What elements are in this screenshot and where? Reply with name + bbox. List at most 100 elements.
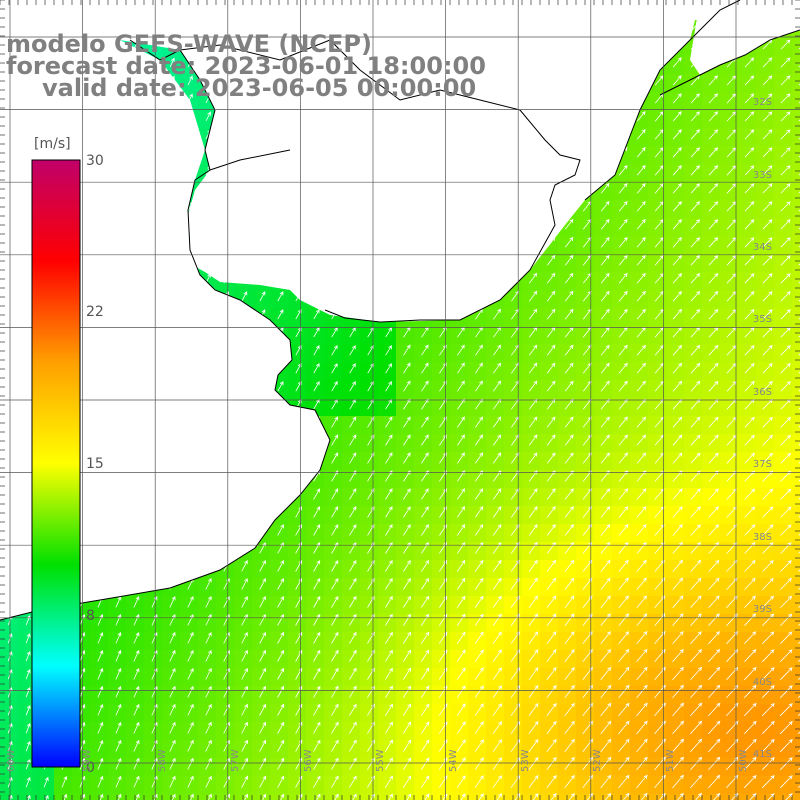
speed-cell bbox=[666, 92, 685, 111]
speed-cell bbox=[648, 146, 667, 165]
speed-cell bbox=[756, 344, 775, 363]
speed-cell bbox=[558, 344, 577, 363]
wind-arrow bbox=[223, 578, 230, 590]
wind-arrow bbox=[133, 757, 140, 770]
speed-cell bbox=[540, 416, 559, 435]
wind-arrow bbox=[636, 648, 648, 663]
wind-arrow bbox=[61, 775, 68, 788]
wind-arrow bbox=[546, 738, 557, 753]
speed-cell bbox=[540, 290, 559, 309]
speed-cell bbox=[594, 272, 613, 291]
speed-cell bbox=[396, 542, 415, 561]
wind-arrow bbox=[456, 739, 466, 752]
wind-arrow bbox=[171, 793, 176, 800]
wind-arrow bbox=[672, 111, 682, 122]
speed-cell bbox=[90, 668, 109, 687]
speed-cell bbox=[756, 542, 775, 561]
wind-arrow bbox=[708, 362, 719, 374]
wind-arrow bbox=[762, 577, 774, 590]
wind-arrow bbox=[528, 631, 539, 644]
wind-arrow bbox=[331, 560, 339, 572]
speed-cell bbox=[432, 344, 451, 363]
wind-arrow bbox=[492, 667, 502, 680]
wind-arrow bbox=[672, 129, 682, 140]
wind-arrow bbox=[115, 649, 122, 662]
wind-arrow bbox=[277, 613, 285, 626]
speed-cell bbox=[234, 722, 253, 741]
wind-arrow bbox=[762, 75, 773, 86]
speed-cell bbox=[486, 758, 505, 777]
wind-arrow bbox=[97, 685, 104, 698]
speed-cell bbox=[72, 776, 91, 795]
wind-arrow bbox=[384, 739, 393, 752]
wind-arrow bbox=[187, 649, 194, 662]
speed-cell bbox=[540, 650, 559, 669]
speed-cell bbox=[306, 524, 325, 543]
wind-arrow bbox=[528, 649, 539, 662]
speed-cell bbox=[414, 470, 433, 489]
speed-cell bbox=[360, 632, 379, 651]
wind-arrow bbox=[277, 291, 284, 302]
speed-cell bbox=[432, 416, 451, 435]
wind-arrow bbox=[564, 416, 574, 428]
wind-arrow bbox=[474, 631, 484, 644]
speed-cell bbox=[666, 524, 685, 543]
wind-arrow bbox=[762, 111, 773, 122]
speed-cell bbox=[504, 542, 523, 561]
speed-cell bbox=[666, 182, 685, 201]
speed-cell bbox=[306, 722, 325, 741]
wind-arrow bbox=[618, 380, 628, 392]
speed-cell bbox=[612, 326, 631, 345]
wind-arrow bbox=[528, 559, 538, 572]
speed-cell bbox=[774, 380, 793, 399]
wind-arrow bbox=[331, 721, 339, 734]
speed-cell bbox=[360, 470, 379, 489]
wind-arrow bbox=[744, 666, 757, 681]
speed-cell bbox=[504, 488, 523, 507]
speed-cell bbox=[486, 632, 505, 651]
speed-cell bbox=[576, 632, 595, 651]
wind-arrow bbox=[26, 794, 31, 800]
speed-cell bbox=[144, 668, 163, 687]
speed-cell bbox=[648, 92, 667, 111]
wind-arrow bbox=[672, 75, 682, 86]
wind-arrow bbox=[295, 757, 303, 770]
wind-arrow bbox=[25, 722, 31, 734]
speed-cell bbox=[432, 488, 451, 507]
wind-arrow bbox=[672, 702, 685, 717]
wind-arrow bbox=[313, 309, 320, 320]
wind-arrow bbox=[385, 703, 393, 716]
speed-cell bbox=[756, 182, 775, 201]
wind-arrow bbox=[762, 559, 774, 572]
wind-arrow bbox=[618, 452, 629, 464]
speed-cell bbox=[702, 578, 721, 597]
speed-cell bbox=[360, 488, 379, 507]
wind-arrow bbox=[564, 738, 575, 753]
wind-arrow bbox=[528, 613, 539, 626]
speed-cell bbox=[648, 182, 667, 201]
wind-arrow bbox=[780, 685, 793, 699]
speed-cell bbox=[720, 308, 739, 327]
wind-arrow bbox=[331, 506, 339, 518]
speed-cell bbox=[792, 380, 800, 399]
wind-arrow bbox=[564, 774, 575, 789]
speed-cell bbox=[468, 362, 487, 381]
speed-cell bbox=[630, 308, 649, 327]
speed-cell bbox=[720, 416, 739, 435]
speed-cell bbox=[432, 704, 451, 723]
speed-cell bbox=[414, 452, 433, 471]
speed-cell bbox=[684, 596, 703, 615]
wind-arrow bbox=[349, 577, 357, 590]
speed-cell bbox=[666, 470, 685, 489]
wind-arrow bbox=[762, 237, 773, 248]
wind-arrow bbox=[474, 595, 484, 608]
wind-arrow bbox=[546, 756, 557, 771]
wind-arrow bbox=[546, 524, 556, 536]
speed-cell bbox=[216, 722, 235, 741]
wind-arrow bbox=[636, 308, 646, 320]
wind-arrow bbox=[439, 416, 447, 428]
wind-arrow bbox=[618, 756, 630, 771]
wind-arrow bbox=[636, 577, 647, 590]
wind-arrow bbox=[277, 578, 284, 590]
wind-arrow bbox=[456, 506, 466, 518]
